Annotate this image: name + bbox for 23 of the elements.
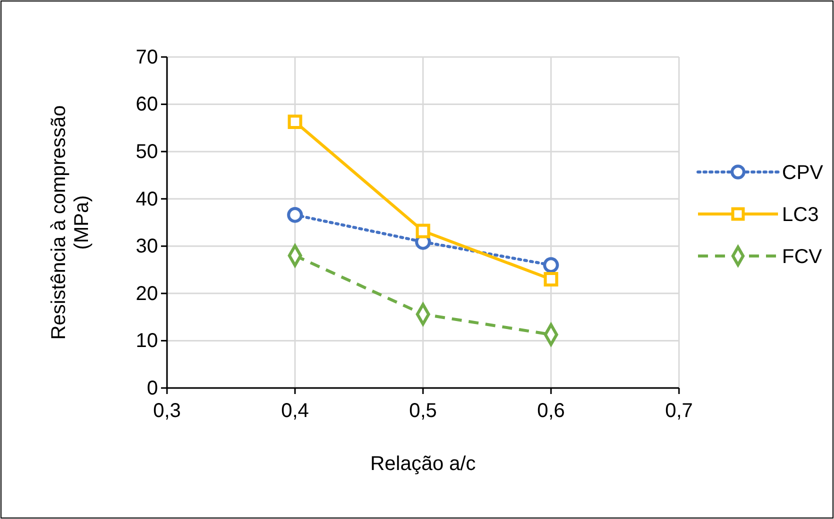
y-tick-label: 30 bbox=[136, 236, 158, 258]
y-tick-label: 40 bbox=[136, 188, 158, 210]
legend-label: LC3 bbox=[782, 204, 819, 226]
y-tick-label: 20 bbox=[136, 282, 158, 305]
point bbox=[416, 224, 430, 238]
y-tick-label: 70 bbox=[136, 46, 158, 68]
y-tick-label: 10 bbox=[136, 330, 158, 352]
y-axis-title: Resistência à compressão (MPa) bbox=[48, 105, 93, 340]
x-tick-label: 0,4 bbox=[281, 400, 309, 422]
point bbox=[543, 257, 559, 273]
point bbox=[288, 114, 302, 129]
x-tick-label: 0,6 bbox=[537, 400, 565, 422]
y-tick-label: 60 bbox=[136, 94, 158, 116]
x-axis-title: Relação a/c bbox=[370, 453, 476, 475]
y-tick-label: 0 bbox=[146, 377, 158, 400]
x-tick-label: 0,3 bbox=[153, 400, 181, 422]
x-tick-label: 0,5 bbox=[409, 400, 437, 422]
legend-label: CPV bbox=[782, 162, 824, 184]
y-tick-label: 50 bbox=[136, 140, 158, 163]
point bbox=[544, 272, 558, 286]
point bbox=[287, 207, 303, 223]
legend-label: FCV bbox=[782, 246, 823, 268]
x-tick-label: 0,7 bbox=[665, 400, 693, 422]
